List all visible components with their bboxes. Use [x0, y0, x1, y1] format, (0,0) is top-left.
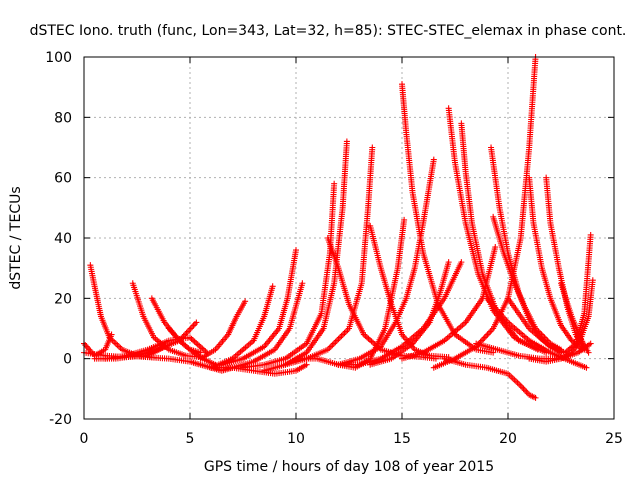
- x-axis-label: GPS time / hours of day 108 of year 2015: [204, 459, 494, 475]
- series-2: [87, 262, 155, 361]
- series-21: [399, 81, 497, 356]
- data-point: [187, 325, 194, 332]
- data-point: [487, 328, 494, 335]
- data-point: [331, 180, 338, 187]
- data-point: [191, 338, 198, 345]
- data-point: [480, 336, 487, 343]
- chart-title: dSTEC Iono. truth (func, Lon=343, Lat=32…: [30, 23, 627, 39]
- data-point: [484, 331, 491, 338]
- data-point: [341, 330, 348, 337]
- data-point: [182, 331, 189, 338]
- x-tick-label: 15: [393, 431, 411, 447]
- data-point: [343, 138, 350, 145]
- data-point: [336, 334, 343, 341]
- data-point: [587, 231, 594, 238]
- data-point: [339, 331, 346, 338]
- series-30: [490, 213, 564, 353]
- x-tick-label: 25: [605, 431, 623, 447]
- data-point: [303, 361, 310, 368]
- data-point: [519, 384, 526, 391]
- series-4: [129, 280, 204, 361]
- series-28: [441, 355, 539, 401]
- data-point: [369, 144, 376, 151]
- data-points: [81, 54, 596, 401]
- data-point: [342, 328, 349, 335]
- data-point: [196, 342, 203, 349]
- y-tick-label: 0: [63, 352, 72, 368]
- data-point: [485, 330, 492, 337]
- data-point: [327, 343, 334, 350]
- data-point: [293, 247, 299, 254]
- data-point: [335, 336, 342, 343]
- x-tick-label: 20: [499, 431, 517, 447]
- y-tick-label: 40: [54, 231, 72, 247]
- data-point: [365, 335, 372, 342]
- data-point: [299, 280, 306, 287]
- series-23: [335, 259, 465, 368]
- data-point: [338, 333, 345, 340]
- data-point: [492, 244, 499, 251]
- data-point: [367, 337, 374, 344]
- data-point: [585, 349, 592, 356]
- y-tick-label: 100: [45, 50, 72, 66]
- series-20: [335, 156, 437, 368]
- axis-ticks: 0 5 10 15 20 25 -20 0 20 40 60 80 100: [45, 50, 623, 447]
- y-tick-label: 80: [54, 110, 72, 126]
- data-point: [583, 364, 590, 371]
- data-point: [430, 156, 437, 163]
- series-36: [473, 340, 594, 362]
- series-22: [367, 259, 452, 368]
- x-tick-label: 5: [186, 431, 195, 447]
- y-tick-label: 60: [54, 171, 72, 187]
- data-point: [332, 339, 339, 346]
- x-tick-label: 0: [80, 431, 89, 447]
- series-16: [282, 144, 376, 368]
- data-point: [445, 259, 452, 266]
- data-point: [368, 338, 375, 345]
- series-11: [218, 247, 299, 368]
- data-point: [523, 388, 530, 395]
- data-point: [520, 385, 527, 392]
- x-tick-label: 10: [287, 431, 305, 447]
- y-axis-label: dSTEC / TECUs: [8, 186, 24, 289]
- data-point: [269, 283, 276, 290]
- data-point: [521, 387, 528, 394]
- data-point: [330, 340, 337, 347]
- data-point: [190, 322, 197, 329]
- data-point: [329, 342, 336, 349]
- data-point: [481, 334, 488, 341]
- data-point: [183, 330, 190, 337]
- data-point: [370, 339, 377, 346]
- data-point: [188, 335, 195, 342]
- data-point: [193, 340, 200, 347]
- data-point: [483, 333, 490, 340]
- data-point: [401, 216, 408, 223]
- data-point: [587, 340, 594, 347]
- series-12: [229, 280, 306, 371]
- data-point: [193, 319, 200, 326]
- data-point: [589, 277, 596, 284]
- y-tick-label: -20: [49, 412, 72, 428]
- data-point: [242, 298, 249, 305]
- data-point: [190, 337, 197, 344]
- series-7: [165, 325, 219, 368]
- data-point: [194, 341, 201, 348]
- data-point: [532, 394, 539, 401]
- data-point: [191, 320, 198, 327]
- series-26: [399, 244, 499, 362]
- data-point: [458, 259, 465, 266]
- y-tick-label: 20: [54, 291, 72, 307]
- series-37: [483, 295, 590, 371]
- series-9: [197, 298, 249, 362]
- data-point: [333, 337, 340, 344]
- data-point: [186, 327, 193, 334]
- data-point: [363, 334, 370, 341]
- data-point: [189, 323, 196, 330]
